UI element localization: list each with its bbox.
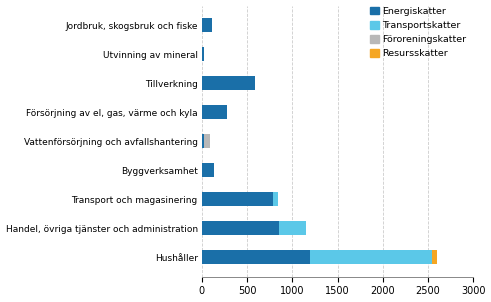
Bar <box>279 221 306 235</box>
Bar <box>202 134 204 148</box>
Bar <box>310 250 433 264</box>
Bar <box>202 221 279 235</box>
Bar <box>202 105 227 119</box>
Bar <box>202 250 310 264</box>
Bar <box>433 250 437 264</box>
Bar <box>202 163 214 177</box>
Bar <box>202 192 273 206</box>
Bar <box>204 134 211 148</box>
Legend: Energiskatter, Transportskatter, Föroreningskatter, Resursskatter: Energiskatter, Transportskatter, Föroren… <box>368 5 468 60</box>
Bar <box>273 192 278 206</box>
Bar <box>202 47 204 61</box>
Bar <box>202 76 255 90</box>
Bar <box>202 18 212 32</box>
